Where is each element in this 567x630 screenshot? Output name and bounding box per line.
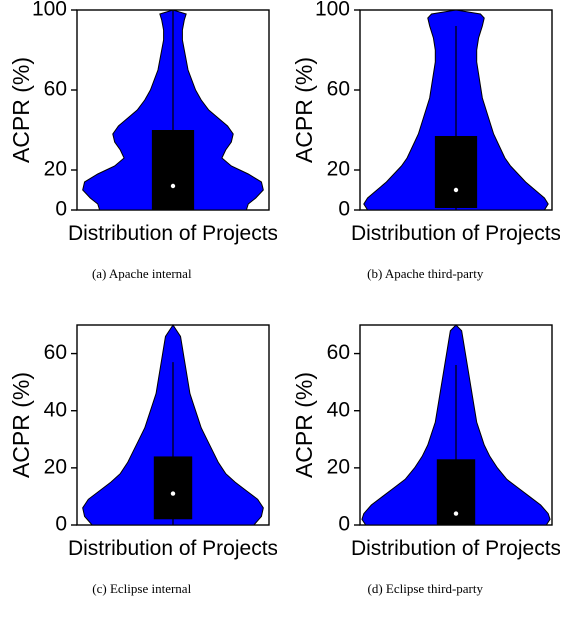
- svg-text:20: 20: [43, 158, 66, 181]
- violin-plot-d: 0 20 40 60 ACPR (%) Distribution of Projects: [290, 315, 560, 575]
- violin-plot-a: 0 20 60 100 ACPR (%) Distribution of Projects: [7, 0, 277, 260]
- svg-text:60: 60: [43, 78, 66, 101]
- violin-plot-b: 0 20 60 100 ACPR (%) Distribution of Projects: [290, 0, 560, 260]
- svg-text:Distribution of Projects: Distribution of Projects: [351, 222, 560, 245]
- svg-text:0: 0: [339, 198, 351, 221]
- svg-text:60: 60: [43, 341, 66, 364]
- svg-text:20: 20: [327, 158, 350, 181]
- panel-a: 0 20 60 100 ACPR (%) Distribution of Projects…: [0, 0, 284, 315]
- panel-d: 0204060ACPR (%)Distribution of Projects …: [284, 315, 567, 630]
- svg-text:Distribution of Projects: Distribution of Projects: [351, 537, 560, 560]
- svg-text:Distribution of Projects: Distribution of Projects: [68, 222, 277, 245]
- svg-text:40: 40: [43, 398, 66, 421]
- svg-text:100: 100: [315, 0, 350, 21]
- panel-c: 0204060ACPR (%)Distribution of Projects …: [0, 315, 284, 630]
- caption-d: (d) Eclipse third-party: [367, 581, 483, 597]
- svg-text:40: 40: [327, 398, 350, 421]
- svg-text:60: 60: [327, 78, 350, 101]
- svg-text:ACPR (%): ACPR (%): [8, 372, 34, 478]
- caption-b: (b) Apache third-party: [367, 266, 483, 282]
- panel-grid: 0 20 60 100 ACPR (%) Distribution of Projects…: [0, 0, 567, 630]
- violin-plot-c: 0 20 40 60 ACPR (%) Distribution of Projects: [7, 315, 277, 575]
- panel-b: 0 20 60 100 ACPR (%) Distribution of Projects…: [284, 0, 567, 315]
- svg-text:60: 60: [327, 341, 350, 364]
- caption-a: (a) Apache internal: [92, 266, 192, 282]
- caption-c: (c) Eclipse internal: [92, 581, 191, 597]
- svg-text:100: 100: [32, 0, 67, 21]
- svg-text:ACPR (%): ACPR (%): [8, 57, 34, 163]
- svg-text:0: 0: [55, 513, 67, 536]
- svg-text:ACPR (%): ACPR (%): [291, 57, 317, 163]
- svg-text:20: 20: [327, 455, 350, 478]
- svg-text:0: 0: [55, 198, 67, 221]
- svg-text:ACPR (%): ACPR (%): [291, 372, 317, 478]
- svg-text:Distribution of Projects: Distribution of Projects: [68, 537, 277, 560]
- svg-text:20: 20: [43, 455, 66, 478]
- svg-text:0: 0: [339, 513, 351, 536]
